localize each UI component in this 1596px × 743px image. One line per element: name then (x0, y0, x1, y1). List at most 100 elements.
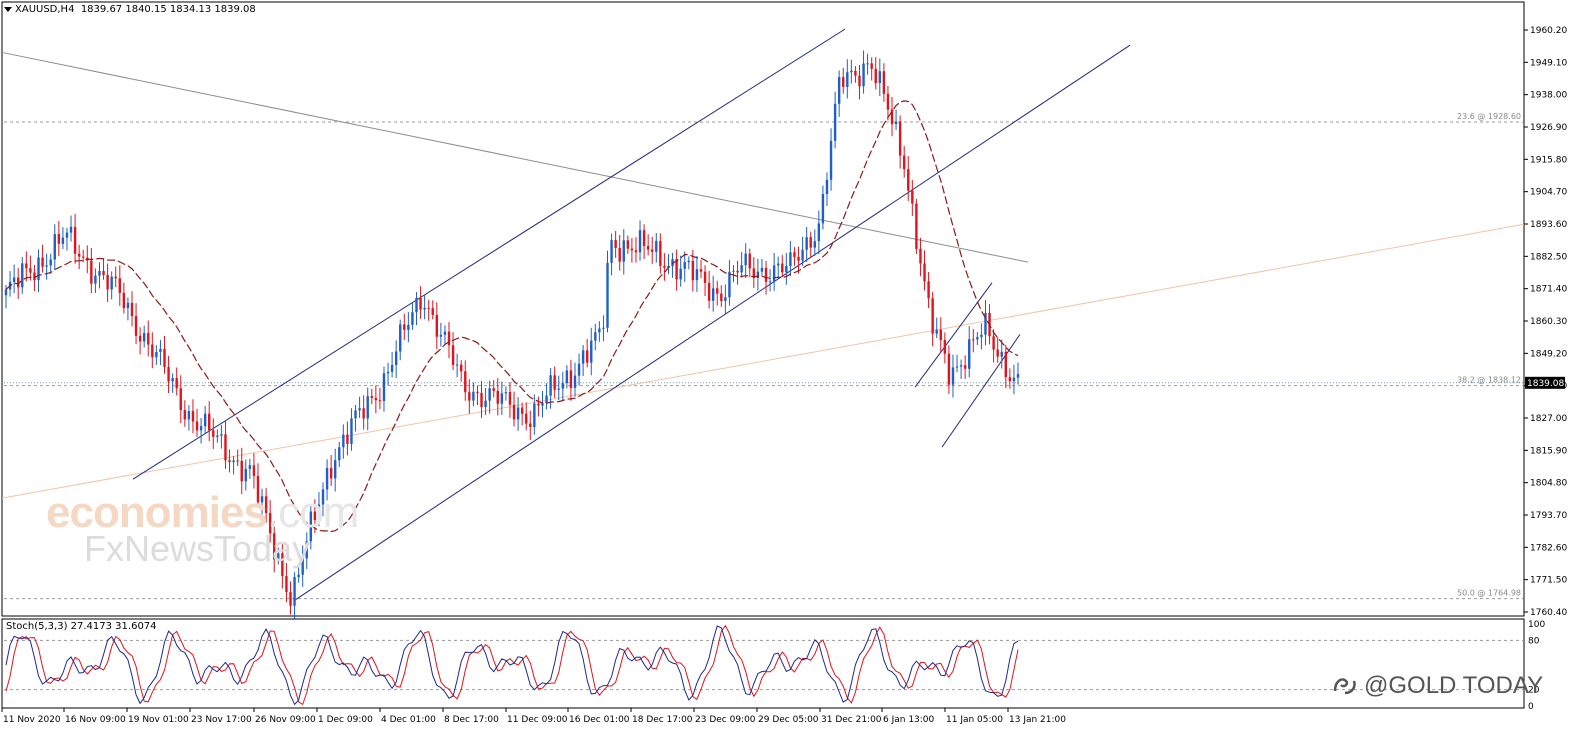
bull-candle (687, 260, 690, 263)
bull-candle (980, 334, 983, 338)
bull-candle (21, 263, 24, 288)
bear-candle (370, 396, 373, 398)
bull-candle (866, 63, 869, 65)
flag-lower-line (941, 334, 1021, 448)
y-tick-label: 1949.10 (1530, 58, 1567, 68)
bull-candle (728, 271, 731, 298)
x-tick-label: 13 Jan 21:00 (1009, 715, 1066, 725)
bear-candle (736, 270, 739, 273)
y-tick-label: 1771.50 (1530, 576, 1567, 586)
bull-candle (772, 265, 776, 282)
bull-candle (951, 367, 955, 385)
bull-candle (472, 391, 475, 401)
bear-candle (29, 268, 32, 273)
bear-candle (464, 371, 467, 393)
dropdown-arrow-icon[interactable] (4, 6, 12, 12)
bull-candle (455, 364, 459, 366)
bear-candle (212, 430, 215, 437)
bear-candle (447, 331, 451, 346)
stoch-main-line (5, 625, 1019, 706)
bear-candle (476, 391, 479, 393)
bear-candle (553, 375, 556, 390)
bull-candle (1012, 377, 1016, 382)
bull-candle (216, 435, 219, 437)
stoch-signal-line (5, 624, 1019, 706)
bull-candle (61, 237, 65, 244)
bull-candle (159, 348, 162, 353)
fib-level-label: 38.2 @ 1838.12 (1457, 376, 1521, 385)
x-tick-label: 11 Nov 2020 (3, 715, 61, 725)
main-pane-frame (1, 1, 1525, 617)
bear-candle (114, 276, 117, 279)
x-tick-label: 8 Dec 17:00 (444, 715, 499, 725)
bear-candle (378, 400, 382, 402)
x-tick-label: 11 Dec 09:00 (507, 715, 568, 725)
bear-candle (764, 267, 768, 282)
bull-candle (338, 447, 341, 461)
bull-candle (541, 403, 544, 406)
bull-candle (171, 378, 174, 382)
bull-candle (443, 331, 447, 335)
bear-candle (691, 260, 695, 281)
bull-candle (415, 297, 418, 313)
x-tick-label: 6 Jan 13:00 (883, 715, 935, 725)
bull-candle (545, 395, 548, 404)
bull-candle (504, 392, 508, 394)
bull-candle (565, 370, 569, 384)
fxnewstoday-watermark: FxNewsToday (84, 528, 311, 569)
bull-candle (484, 400, 487, 408)
bull-candle (732, 270, 735, 272)
y-tick-label: 1926.90 (1530, 123, 1567, 133)
bull-candle (220, 434, 223, 436)
bear-candle (854, 70, 857, 76)
bull-candle (968, 339, 971, 369)
bear-candle (82, 256, 85, 258)
bear-candle (618, 247, 621, 262)
bear-candle (720, 293, 723, 301)
bear-candle (77, 253, 81, 257)
ohlc-readout: 1839.67 1840.15 1834.13 1839.08 (80, 4, 256, 15)
bear-candle (748, 253, 751, 269)
bull-candle (789, 252, 792, 266)
bull-candle (533, 403, 536, 427)
bull-candle (45, 265, 48, 267)
bull-candle (382, 373, 386, 402)
bear-candle (898, 121, 902, 156)
bull-candle (309, 511, 313, 542)
bull-candle (325, 467, 329, 490)
bear-candle (431, 308, 434, 315)
bear-candle (175, 378, 178, 389)
x-tick-label: 31 Dec 21:00 (821, 715, 882, 725)
bear-candle (626, 240, 630, 249)
bear-candle (508, 392, 512, 405)
bear-candle (512, 404, 516, 420)
bull-candle (683, 262, 686, 269)
bull-candle (187, 411, 191, 420)
moving-average (5, 100, 1019, 533)
gold-today-watermark: @GOLD TODAY (1332, 672, 1543, 700)
bull-candle (679, 268, 682, 280)
bear-candle (939, 329, 942, 340)
bear-candle (793, 252, 796, 257)
bear-candle (569, 370, 573, 388)
bear-candle (996, 349, 999, 357)
bear-candle (525, 413, 528, 424)
bear-candle (252, 465, 256, 476)
bull-candle (894, 121, 898, 125)
bull-candle (354, 410, 357, 419)
bear-candle (273, 533, 276, 560)
bull-candle (801, 249, 804, 261)
bear-candle (675, 259, 678, 280)
fib-level-label: 50.0 @ 1764.98 (1457, 589, 1521, 598)
moving-average-line (5, 100, 1019, 533)
fibonacci-levels: 23.6 @ 1928.60 38.2 @ 1838.12 50.0 @ 1764.… (4, 112, 1523, 600)
bear-candle (931, 298, 934, 334)
bear-candle (313, 511, 317, 521)
bear-candle (646, 246, 650, 250)
x-tick-label: 1 Dec 09:00 (318, 715, 373, 725)
bear-candle (191, 411, 195, 422)
bear-candle (208, 413, 211, 431)
bull-candle (334, 460, 337, 479)
current-price-box (1525, 376, 1565, 389)
bear-candle (289, 592, 292, 606)
